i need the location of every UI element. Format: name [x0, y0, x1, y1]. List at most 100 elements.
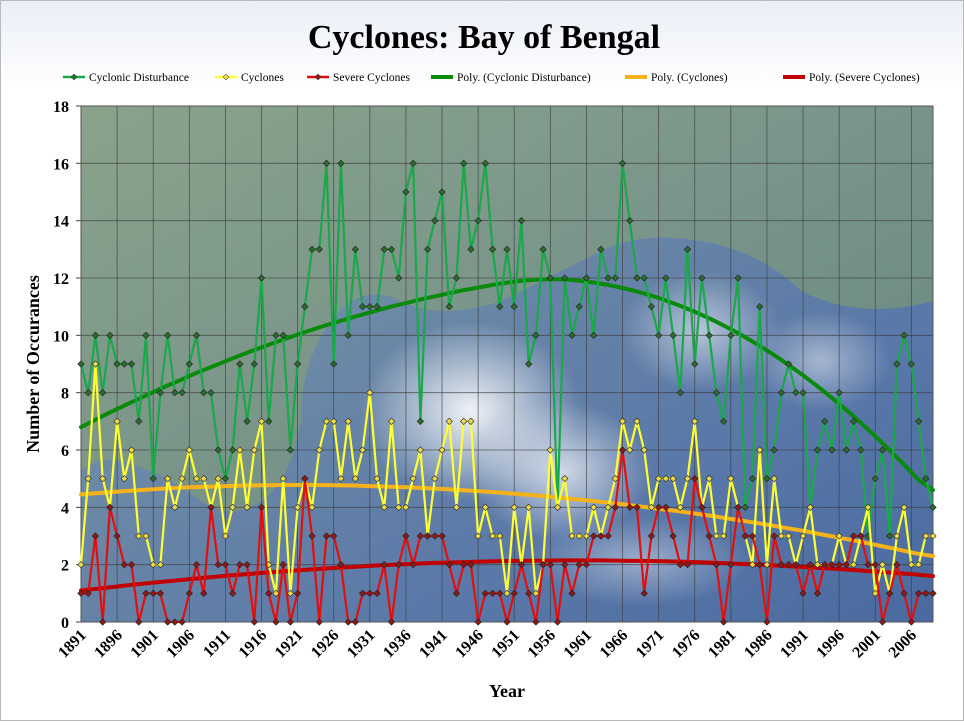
data-point — [265, 417, 273, 425]
data-point — [698, 274, 706, 282]
data-point — [380, 503, 388, 511]
data-point — [243, 561, 251, 569]
data-point — [373, 303, 381, 311]
data-point — [337, 159, 345, 167]
data-point — [77, 589, 85, 597]
data-point — [770, 446, 778, 454]
data-point — [272, 331, 280, 339]
x-tick-label: 1961 — [561, 627, 596, 662]
data-point — [568, 331, 576, 339]
data-point — [99, 475, 107, 483]
data-point — [229, 503, 237, 511]
data-point — [301, 475, 309, 483]
data-point — [813, 561, 822, 569]
data-point — [640, 446, 648, 454]
x-tick-label: 2001 — [849, 627, 884, 662]
data-point — [691, 475, 699, 483]
data-point — [604, 503, 612, 511]
data-point — [221, 475, 230, 483]
x-tick-label: 2006 — [886, 627, 921, 662]
data-point — [496, 589, 504, 597]
data-point — [503, 245, 511, 253]
data-point — [99, 618, 107, 626]
data-point — [517, 217, 526, 225]
data-point — [922, 475, 930, 483]
data-point — [864, 561, 872, 569]
y-axis: 0 2 4 6 8 10 12 14 16 18 — [53, 99, 81, 632]
data-point — [200, 589, 208, 597]
data-point — [922, 589, 930, 597]
data-point — [460, 159, 468, 167]
data-point — [272, 589, 280, 597]
data-point — [286, 589, 295, 597]
x-tick-label: 1916 — [236, 627, 271, 662]
data-point — [539, 561, 547, 569]
data-point — [344, 417, 352, 425]
data-point — [683, 475, 692, 483]
x-tick-label: 1931 — [344, 627, 379, 662]
data-point — [748, 475, 757, 483]
data-point — [756, 446, 764, 454]
series-markers-cyclonic-disturbance — [77, 159, 937, 540]
data-point — [611, 503, 619, 511]
data-point — [402, 188, 410, 196]
data-point — [929, 589, 937, 597]
data-point — [120, 360, 128, 368]
data-point — [308, 503, 316, 511]
data-point — [236, 561, 244, 569]
data-point — [373, 589, 381, 597]
data-point — [496, 532, 504, 540]
x-tick-label: 1891 — [55, 627, 90, 662]
data-point — [705, 475, 713, 483]
data-point — [293, 589, 302, 597]
data-point — [229, 589, 237, 597]
data-point — [878, 618, 887, 626]
data-point — [611, 274, 619, 282]
data-point — [503, 618, 511, 626]
data-point — [546, 561, 554, 569]
data-point — [91, 331, 100, 339]
x-tick-label: 1966 — [597, 627, 632, 662]
data-point — [142, 532, 150, 540]
data-point — [192, 331, 201, 339]
data-point — [734, 274, 742, 282]
data-point — [380, 245, 388, 253]
data-point — [351, 245, 359, 253]
data-point — [416, 417, 424, 425]
data-point — [907, 360, 915, 368]
data-point — [402, 503, 410, 511]
data-point — [84, 475, 92, 483]
data-point — [835, 561, 843, 569]
data-point — [532, 331, 540, 339]
data-point — [741, 503, 749, 511]
data-point — [669, 331, 677, 339]
legend-marker — [222, 73, 230, 81]
data-point — [727, 475, 735, 483]
data-point — [633, 417, 641, 425]
data-point — [655, 331, 663, 339]
data-point — [308, 532, 316, 540]
data-point — [250, 446, 258, 454]
data-point — [893, 360, 901, 368]
data-point — [474, 217, 482, 225]
data-point — [553, 618, 562, 626]
data-point — [214, 475, 222, 483]
data-point — [243, 417, 251, 425]
data-point — [792, 389, 800, 397]
data-point — [676, 389, 684, 397]
data-point — [395, 503, 403, 511]
data-point — [532, 589, 540, 597]
data-point — [626, 217, 634, 225]
data-point — [662, 503, 670, 511]
y-tick-label: 2 — [61, 558, 69, 575]
data-point — [452, 274, 461, 282]
legend-marker — [314, 73, 322, 81]
data-point — [517, 561, 526, 569]
x-tick-label: 1941 — [416, 627, 451, 662]
data-point — [893, 561, 901, 569]
data-point — [77, 561, 85, 569]
legend-label: Severe Cyclones — [333, 72, 410, 84]
data-point — [756, 303, 764, 311]
data-point — [395, 274, 403, 282]
data-point — [156, 561, 165, 569]
